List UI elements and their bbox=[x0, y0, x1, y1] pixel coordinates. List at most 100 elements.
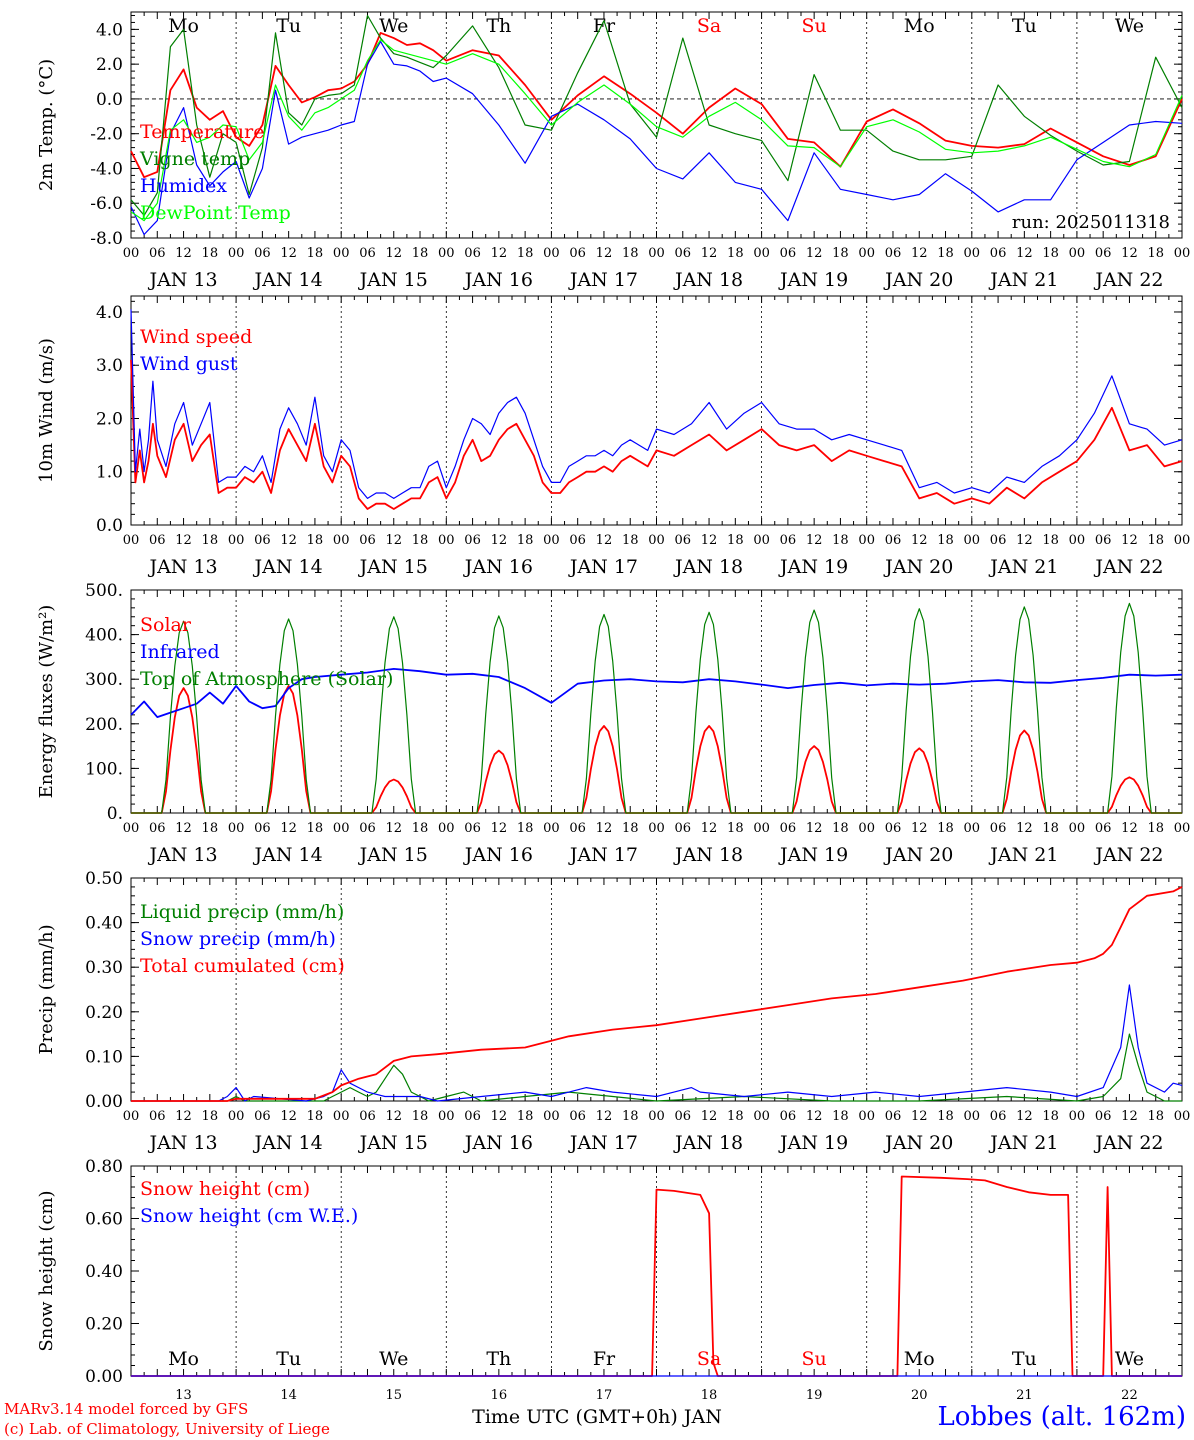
hour-tick-label: 06 bbox=[254, 821, 271, 836]
legend-entry: Liquid precip (mm/h) bbox=[140, 901, 344, 923]
hour-tick-label: 12 bbox=[1121, 246, 1138, 261]
hour-tick-label: 12 bbox=[175, 533, 192, 548]
date-label: JAN 22 bbox=[1093, 556, 1163, 578]
y-tick-label: 0.0 bbox=[96, 90, 123, 110]
date-label: JAN 21 bbox=[988, 1132, 1058, 1154]
hour-tick-label: 00 bbox=[438, 533, 455, 548]
date-label: JAN 18 bbox=[673, 1132, 743, 1154]
hour-tick-label: 00 bbox=[1069, 821, 1086, 836]
weekday-label: Tu bbox=[1012, 1348, 1037, 1370]
hour-tick-label: 18 bbox=[1042, 821, 1059, 836]
hour-tick-label: 06 bbox=[675, 533, 692, 548]
day-number-label: 13 bbox=[175, 1388, 192, 1403]
legend-entry: Snow height (cm W.E.) bbox=[140, 1205, 358, 1227]
hour-tick-label: 12 bbox=[1016, 1109, 1033, 1124]
hour-tick-label: 12 bbox=[911, 533, 928, 548]
legend-entry: Humidex bbox=[140, 175, 227, 197]
y-tick-label: 4.0 bbox=[96, 303, 123, 323]
day-number-label: 20 bbox=[911, 1388, 928, 1403]
date-label: JAN 15 bbox=[358, 269, 428, 291]
hour-tick-label: 00 bbox=[228, 533, 245, 548]
hour-tick-label: 00 bbox=[1174, 821, 1191, 836]
hour-tick-label: 00 bbox=[543, 1109, 560, 1124]
y-tick-label: 0.20 bbox=[85, 1003, 123, 1023]
hour-tick-label: 18 bbox=[1042, 1109, 1059, 1124]
hour-tick-label: 18 bbox=[832, 821, 849, 836]
hour-tick-label: 00 bbox=[753, 533, 770, 548]
hour-tick-label: 18 bbox=[622, 246, 639, 261]
hour-tick-label: 18 bbox=[727, 821, 744, 836]
y-tick-label: 0.0 bbox=[96, 516, 123, 536]
series-line bbox=[130, 668, 1183, 718]
y-tick-label: -2.0 bbox=[90, 125, 123, 145]
date-label: JAN 13 bbox=[147, 269, 217, 291]
hour-tick-label: 12 bbox=[491, 533, 508, 548]
weekday-label: We bbox=[379, 1348, 408, 1370]
legend-entry: Total cumulated (cm) bbox=[140, 955, 345, 977]
date-label: JAN 15 bbox=[358, 556, 428, 578]
hour-tick-label: 18 bbox=[307, 246, 324, 261]
hour-tick-label: 06 bbox=[780, 246, 797, 261]
date-label: JAN 22 bbox=[1093, 269, 1163, 291]
weekday-label: Mo bbox=[168, 1348, 199, 1370]
y-tick-label: 200. bbox=[85, 715, 123, 735]
hour-tick-label: 18 bbox=[517, 533, 534, 548]
y-tick-label: 3.0 bbox=[96, 356, 123, 376]
weekday-label: Mo bbox=[904, 15, 935, 37]
hour-tick-label: 12 bbox=[806, 246, 823, 261]
hour-tick-label: 00 bbox=[228, 246, 245, 261]
hour-tick-label: 06 bbox=[569, 821, 586, 836]
hour-tick-label: 00 bbox=[964, 533, 981, 548]
hour-tick-label: 18 bbox=[1147, 246, 1164, 261]
series-line bbox=[130, 32, 1183, 179]
hour-tick-label: 06 bbox=[885, 821, 902, 836]
hour-tick-label: 06 bbox=[1095, 1109, 1112, 1124]
weekday-label: Su bbox=[802, 15, 827, 37]
date-label: JAN 22 bbox=[1093, 1132, 1163, 1154]
hour-tick-label: 00 bbox=[333, 821, 350, 836]
series-line bbox=[130, 39, 1183, 222]
hour-tick-label: 12 bbox=[385, 533, 402, 548]
hour-tick-label: 18 bbox=[1042, 533, 1059, 548]
series-line bbox=[131, 685, 1182, 814]
date-label: JAN 21 bbox=[988, 556, 1058, 578]
date-label: JAN 13 bbox=[147, 556, 217, 578]
hour-tick-label: 06 bbox=[1095, 821, 1112, 836]
hour-tick-label: 00 bbox=[438, 821, 455, 836]
hour-tick-label: 06 bbox=[464, 533, 481, 548]
hour-tick-label: 12 bbox=[701, 533, 718, 548]
hour-tick-label: 00 bbox=[648, 246, 665, 261]
hour-tick-label: 06 bbox=[149, 1109, 166, 1124]
date-label: JAN 22 bbox=[1093, 844, 1163, 866]
weekday-label: Tu bbox=[1012, 15, 1037, 37]
date-label: JAN 13 bbox=[147, 1132, 217, 1154]
date-label: JAN 16 bbox=[463, 1132, 533, 1154]
hour-tick-label: 18 bbox=[517, 1109, 534, 1124]
date-label: JAN 18 bbox=[673, 269, 743, 291]
y-tick-label: 0.40 bbox=[85, 914, 123, 934]
date-label: JAN 13 bbox=[147, 844, 217, 866]
hour-tick-label: 06 bbox=[464, 1109, 481, 1124]
y-tick-label: 300. bbox=[85, 670, 123, 690]
hour-tick-label: 12 bbox=[1016, 821, 1033, 836]
x-axis-label: Time UTC (GMT+0h) JAN bbox=[472, 1406, 722, 1428]
date-label: JAN 16 bbox=[463, 556, 533, 578]
y-tick-label: 0.20 bbox=[85, 1315, 123, 1335]
hour-tick-label: 00 bbox=[1174, 1109, 1191, 1124]
hour-tick-label: 12 bbox=[596, 1109, 613, 1124]
day-number-label: 19 bbox=[806, 1388, 823, 1403]
hour-tick-label: 00 bbox=[753, 821, 770, 836]
hour-tick-label: 06 bbox=[359, 821, 376, 836]
hour-tick-label: 00 bbox=[964, 821, 981, 836]
hour-tick-label: 12 bbox=[280, 246, 297, 261]
hour-tick-label: 06 bbox=[569, 1109, 586, 1124]
hour-tick-label: 12 bbox=[701, 246, 718, 261]
hour-tick-label: 18 bbox=[832, 246, 849, 261]
hour-tick-label: 06 bbox=[990, 1109, 1007, 1124]
y-tick-label: 400. bbox=[85, 626, 123, 646]
hour-tick-label: 06 bbox=[464, 821, 481, 836]
weekday-label: We bbox=[1115, 15, 1144, 37]
hour-tick-label: 18 bbox=[1147, 821, 1164, 836]
hour-tick-label: 06 bbox=[675, 821, 692, 836]
